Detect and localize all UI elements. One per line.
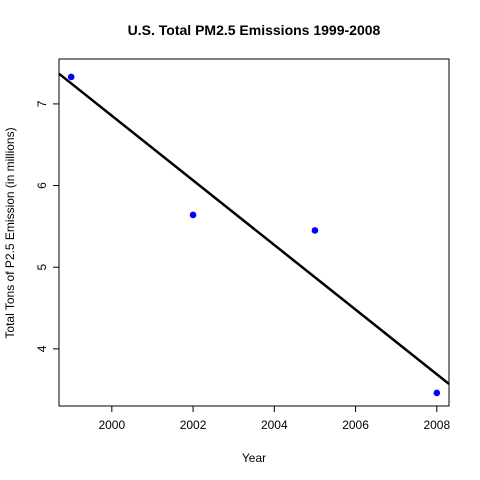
- data-point: [433, 389, 441, 397]
- y-tick-label: 6: [35, 182, 49, 189]
- x-tick-label: 2006: [342, 418, 369, 432]
- plot-frame: [58, 58, 450, 407]
- y-axis: 4 5 6 7: [35, 100, 60, 352]
- x-axis-label: Year: [242, 451, 266, 465]
- y-tick-label: 4: [35, 345, 49, 352]
- y-tick-label: 5: [35, 264, 49, 271]
- x-tick-label: 2002: [180, 418, 207, 432]
- data-point: [311, 227, 319, 234]
- x-tick-label: 2008: [423, 418, 450, 432]
- regression-line: [58, 72, 450, 385]
- x-tick-label: 2000: [98, 418, 125, 432]
- plot-area: [58, 72, 450, 397]
- data-point: [67, 73, 75, 81]
- x-tick-label: 2004: [261, 418, 288, 432]
- chart-title: U.S. Total PM2.5 Emissions 1999-2008: [128, 22, 381, 38]
- data-point: [189, 211, 197, 219]
- y-tick-label: 7: [35, 100, 49, 107]
- x-axis: 2000 2002 2004 2006 2008: [98, 405, 450, 432]
- y-axis-label: Total Tons of P2.5 Emission (in millions…: [3, 127, 17, 338]
